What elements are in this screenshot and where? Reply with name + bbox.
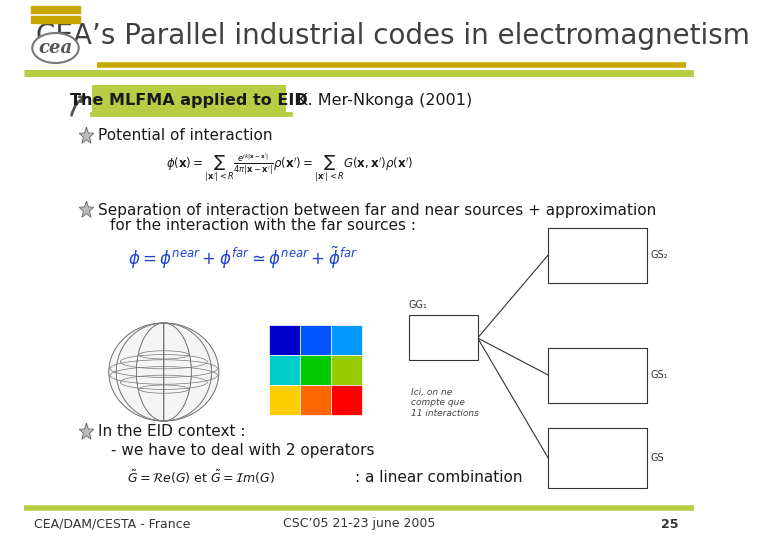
Text: In the EID context :: In the EID context : [98, 424, 246, 440]
Text: : a linear combination: : a linear combination [355, 469, 522, 484]
Ellipse shape [32, 33, 79, 63]
Text: Potential of interaction: Potential of interaction [98, 129, 273, 144]
Text: GS₁: GS₁ [651, 370, 668, 381]
Text: Ici, on ne
compte que
11 interactions: Ici, on ne compte que 11 interactions [410, 388, 478, 418]
Bar [331, 355, 362, 385]
Bar [269, 355, 300, 385]
Text: $\tilde{G} = \mathcal{R}e(G)\ \mathrm{et}\ \tilde{G} = \mathcal{I}m(G)$: $\tilde{G} = \mathcal{R}e(G)\ \mathrm{et… [127, 468, 275, 485]
Text: Separation of interaction between far and near sources + approximation: Separation of interaction between far an… [98, 202, 657, 218]
Polygon shape [79, 127, 94, 143]
Text: for the interaction with the far sources :: for the interaction with the far sources… [110, 219, 416, 233]
Text: $\phi(\mathbf{x}) = \sum_{|\mathbf{x}'|<R} \frac{e^{ik|\mathbf{x}-\mathbf{x}'|}}: $\phi(\mathbf{x}) = \sum_{|\mathbf{x}'|<… [166, 152, 414, 184]
Polygon shape [79, 423, 94, 439]
Bar [30, 6, 80, 13]
Text: GS: GS [651, 453, 664, 463]
Bar [548, 348, 647, 403]
Text: GS₂: GS₂ [651, 251, 668, 260]
Bar [331, 385, 362, 415]
Bar [331, 325, 362, 355]
Bar [300, 325, 331, 355]
Bar [409, 315, 477, 360]
Bar [269, 325, 300, 355]
Text: GG₁: GG₁ [409, 300, 427, 310]
FancyBboxPatch shape [93, 85, 286, 113]
Bar [30, 16, 80, 23]
Text: cea: cea [38, 39, 73, 57]
Bar [300, 355, 331, 385]
Text: The MLFMA applied to EID: The MLFMA applied to EID [70, 92, 307, 107]
Text: CEA/DAM/CESTA - France: CEA/DAM/CESTA - France [34, 517, 190, 530]
Bar [300, 385, 331, 415]
Bar [269, 385, 300, 415]
Text: CSC’05 21-23 june 2005: CSC’05 21-23 june 2005 [283, 517, 435, 530]
Text: - we have to deal with 2 operators: - we have to deal with 2 operators [112, 443, 375, 458]
Ellipse shape [108, 323, 219, 421]
Polygon shape [79, 201, 94, 217]
Text: CEA’s Parallel industrial codes in electromagnetism: CEA’s Parallel industrial codes in elect… [37, 22, 750, 50]
Bar [548, 228, 647, 283]
Bar [548, 428, 647, 488]
Text: $\phi = \phi^{near} + \phi^{far} \simeq \phi^{near} + \tilde{\phi}^{far}$: $\phi = \phi^{near} + \phi^{far} \simeq … [128, 245, 358, 271]
Text: 25: 25 [661, 517, 679, 530]
Text: K. Mer-Nkonga (2001): K. Mer-Nkonga (2001) [297, 92, 473, 107]
